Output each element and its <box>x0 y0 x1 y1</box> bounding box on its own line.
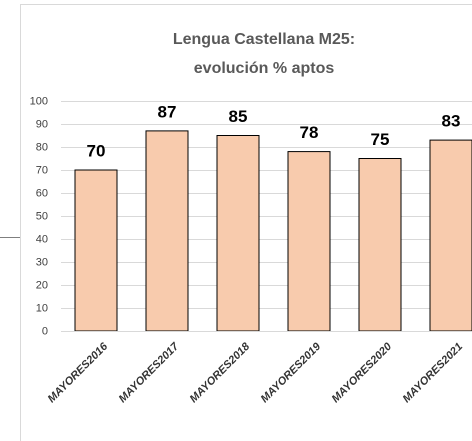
y-tick-label: 100 <box>30 95 48 107</box>
data-label: 83 <box>442 112 461 131</box>
chart-title: evolución % aptos <box>194 60 335 77</box>
y-tick-label: 30 <box>36 256 48 268</box>
bar <box>287 151 331 332</box>
y-tick-label: 10 <box>36 302 48 314</box>
y-tick-label: 90 <box>36 118 48 130</box>
data-label: 85 <box>229 107 248 126</box>
y-tick-label: 40 <box>36 233 48 245</box>
data-label: 75 <box>371 130 390 149</box>
bar <box>145 130 189 332</box>
y-tick-label: 70 <box>36 164 48 176</box>
y-tick-label: 20 <box>36 279 48 291</box>
bar <box>216 135 260 332</box>
y-tick-label: 50 <box>36 210 48 222</box>
y-tick-label: 80 <box>36 141 48 153</box>
data-label: 70 <box>87 141 106 160</box>
bar <box>429 139 472 332</box>
data-label: 78 <box>300 123 319 142</box>
bar <box>74 169 118 332</box>
chart-title: Lengua Castellana M25: <box>173 31 355 48</box>
y-tick-label: 60 <box>36 187 48 199</box>
data-label: 87 <box>158 102 177 121</box>
bar <box>358 158 402 332</box>
y-tick-label: 0 <box>42 325 48 337</box>
